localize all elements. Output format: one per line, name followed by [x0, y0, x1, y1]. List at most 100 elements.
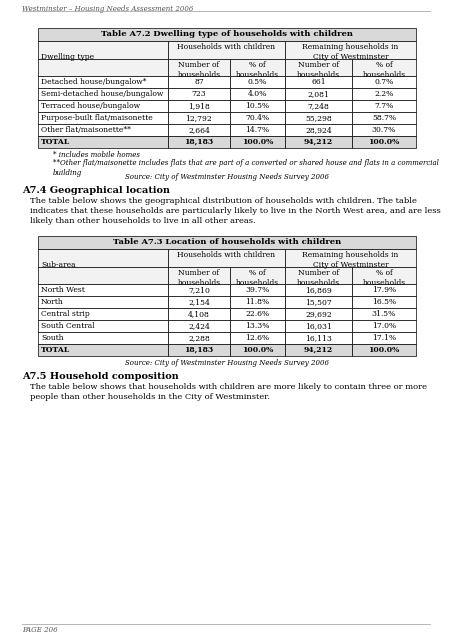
Bar	[230, 112, 285, 124]
Text: 7,210: 7,210	[188, 286, 209, 294]
Text: Number of
households: Number of households	[177, 269, 220, 287]
Bar	[168, 124, 230, 136]
Text: 94,212: 94,212	[303, 138, 332, 146]
Bar	[230, 320, 285, 332]
Bar	[38, 267, 168, 284]
Text: 30.7%: 30.7%	[371, 126, 395, 134]
Text: 58.7%: 58.7%	[371, 114, 395, 122]
Bar	[351, 284, 415, 296]
Text: South Central: South Central	[41, 322, 94, 330]
Bar	[38, 320, 168, 332]
Bar	[168, 344, 230, 356]
Text: 55,298: 55,298	[304, 114, 331, 122]
Bar	[168, 112, 230, 124]
Bar	[38, 28, 415, 41]
Text: 94,212: 94,212	[303, 346, 332, 354]
Text: 17.9%: 17.9%	[371, 286, 395, 294]
Text: The table below shows the geographical distribution of households with children.: The table below shows the geographical d…	[30, 197, 440, 225]
Text: 2,154: 2,154	[188, 298, 209, 306]
Text: 100.0%: 100.0%	[241, 346, 272, 354]
Bar	[285, 41, 415, 59]
Text: 18,183: 18,183	[184, 138, 213, 146]
Text: 16,113: 16,113	[304, 334, 331, 342]
Text: Detached house/bungalow*: Detached house/bungalow*	[41, 78, 146, 86]
Bar	[230, 59, 285, 76]
Text: % of
households: % of households	[362, 269, 405, 287]
Text: 18,183: 18,183	[184, 346, 213, 354]
Bar	[351, 124, 415, 136]
Bar	[285, 249, 415, 267]
Text: Source: City of Westminster Housing Needs Survey 2006: Source: City of Westminster Housing Need…	[125, 173, 328, 181]
Bar	[285, 112, 351, 124]
Text: Source: City of Westminster Housing Needs Survey 2006: Source: City of Westminster Housing Need…	[125, 359, 328, 367]
Bar	[168, 88, 230, 100]
Bar	[230, 76, 285, 88]
Text: Households with children: Households with children	[177, 251, 275, 259]
Text: 16,869: 16,869	[304, 286, 331, 294]
Bar	[351, 308, 415, 320]
Text: Semi-detached house/bungalow: Semi-detached house/bungalow	[41, 90, 163, 98]
Bar	[285, 136, 351, 148]
Bar	[230, 100, 285, 112]
Text: TOTAL: TOTAL	[41, 138, 70, 146]
Text: 28,924: 28,924	[304, 126, 331, 134]
Text: Terraced house/bungalow: Terraced house/bungalow	[41, 102, 140, 110]
Bar	[230, 88, 285, 100]
Text: Table A7.2 Dwelling type of households with children: Table A7.2 Dwelling type of households w…	[101, 29, 352, 38]
Text: North: North	[41, 298, 64, 306]
Text: 29,692: 29,692	[304, 310, 331, 318]
Bar	[230, 308, 285, 320]
Text: 2,288: 2,288	[188, 334, 209, 342]
Bar	[351, 136, 415, 148]
Text: Central strip: Central strip	[41, 310, 90, 318]
Text: % of
households: % of households	[235, 269, 278, 287]
Text: 7.7%: 7.7%	[373, 102, 393, 110]
Bar	[285, 284, 351, 296]
Text: 22.6%: 22.6%	[245, 310, 269, 318]
Bar	[38, 284, 168, 296]
Text: 2.2%: 2.2%	[373, 90, 393, 98]
Text: 12.6%: 12.6%	[245, 334, 269, 342]
Text: Dwelling type: Dwelling type	[41, 53, 94, 61]
Bar	[38, 100, 168, 112]
Text: Remaining households in
City of Westminster: Remaining households in City of Westmins…	[302, 251, 398, 269]
Bar	[230, 344, 285, 356]
Text: 2,664: 2,664	[188, 126, 209, 134]
Bar	[168, 267, 230, 284]
Text: 0.7%: 0.7%	[373, 78, 393, 86]
Text: 12,792: 12,792	[185, 114, 212, 122]
Text: % of
households: % of households	[235, 61, 278, 79]
Bar	[285, 124, 351, 136]
Bar	[285, 76, 351, 88]
Bar	[351, 112, 415, 124]
Bar	[351, 88, 415, 100]
Text: PAGE 206: PAGE 206	[22, 626, 57, 634]
Text: Purpose-built flat/maisonette: Purpose-built flat/maisonette	[41, 114, 152, 122]
Text: Number of
households: Number of households	[296, 269, 339, 287]
Text: 87: 87	[193, 78, 203, 86]
Text: 0.5%: 0.5%	[247, 78, 267, 86]
Bar	[168, 320, 230, 332]
Bar	[351, 100, 415, 112]
Text: 7,248: 7,248	[307, 102, 329, 110]
Text: 70.4%: 70.4%	[245, 114, 269, 122]
Text: 16,031: 16,031	[304, 322, 331, 330]
Bar	[38, 124, 168, 136]
Text: Remaining households in
City of Westminster: Remaining households in City of Westmins…	[302, 43, 398, 61]
Text: Table A7.3 Location of households with children: Table A7.3 Location of households with c…	[113, 237, 341, 246]
Text: TOTAL: TOTAL	[41, 346, 70, 354]
Text: 100.0%: 100.0%	[241, 138, 272, 146]
Bar	[351, 76, 415, 88]
Text: Westminster – Housing Needs Assessment 2006: Westminster – Housing Needs Assessment 2…	[22, 5, 193, 13]
Bar	[285, 88, 351, 100]
Bar	[285, 59, 351, 76]
Bar	[285, 100, 351, 112]
Bar	[168, 249, 285, 267]
Text: 14.7%: 14.7%	[245, 126, 269, 134]
Text: 723: 723	[191, 90, 206, 98]
Bar	[351, 59, 415, 76]
Bar	[230, 296, 285, 308]
Bar	[38, 76, 168, 88]
Text: South: South	[41, 334, 64, 342]
Bar	[38, 236, 415, 249]
